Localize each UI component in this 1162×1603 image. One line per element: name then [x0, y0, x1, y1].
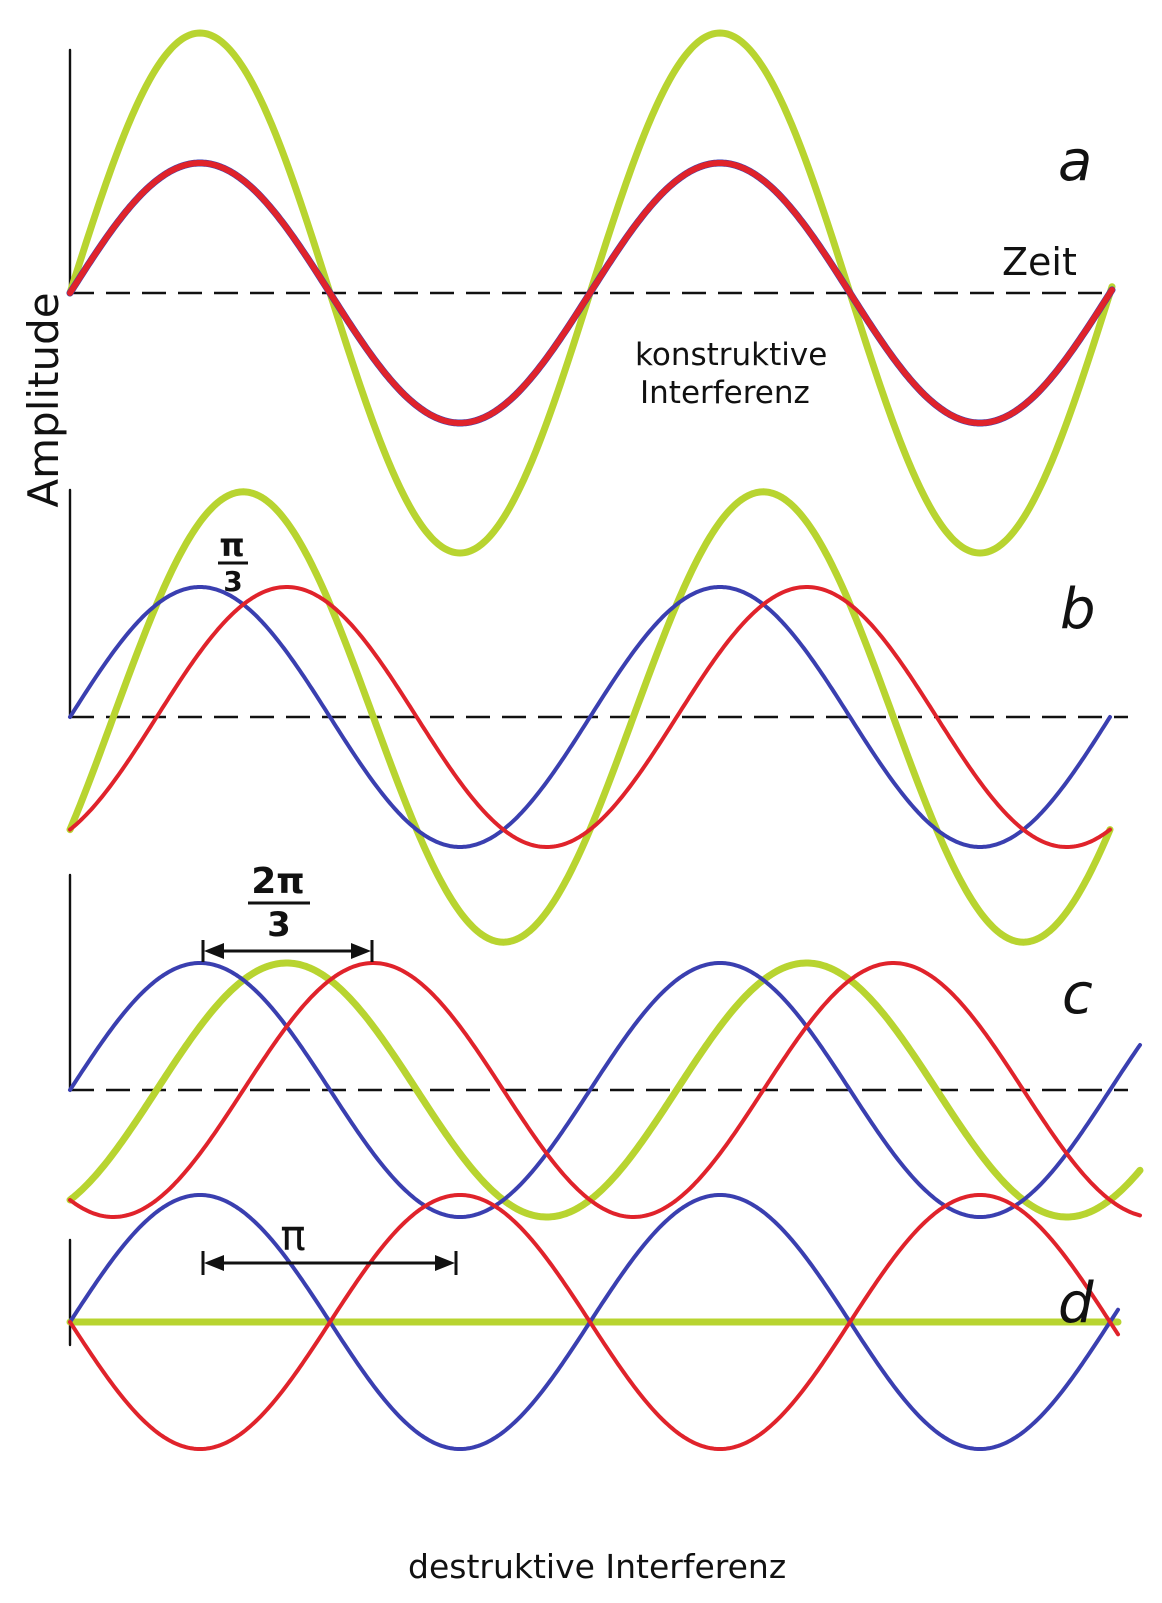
- wave-c-red: [68, 961, 1142, 1219]
- panel-d-waves: [66, 1193, 1122, 1451]
- phase-arrow-2pi-3: [201, 940, 374, 962]
- y-axis-label: Amplitude: [19, 292, 68, 507]
- time-label: Zeit: [1002, 240, 1077, 284]
- wave-a-red: [67, 160, 1115, 426]
- panel-c-waves: [66, 959, 1144, 1221]
- phase-label-pi: π: [280, 1211, 305, 1260]
- phase-label-2pi-3-denominator: 3: [267, 905, 291, 945]
- wave-c-blue: [68, 961, 1142, 1219]
- panel-d: d π destruktive Interferenz: [66, 1193, 1122, 1586]
- wave-d-blue: [68, 1193, 1120, 1451]
- wave-c-green: [66, 959, 1144, 1221]
- phase-label-2pi-3: 2π 3: [248, 861, 310, 945]
- panel-a: a Zeit konstruktive Interferenz: [66, 29, 1116, 557]
- destructive-label: destruktive Interferenz: [408, 1547, 786, 1586]
- panel-b-waves: [66, 488, 1114, 946]
- phase-arrow-pi: [201, 1251, 458, 1275]
- panel-a-letter: a: [1058, 129, 1092, 194]
- phase-label-pi-3-denominator: 3: [223, 565, 242, 598]
- constructive-label-line2: Interferenz: [640, 375, 810, 411]
- panel-b-letter: b: [1060, 577, 1096, 642]
- panel-a-waves: [66, 29, 1116, 557]
- phase-label-pi-3-numerator: π: [219, 526, 244, 564]
- wave-b-red: [68, 585, 1112, 849]
- phase-label-2pi-3-numerator: 2π: [251, 861, 305, 902]
- panel-d-letter: d: [1058, 1271, 1094, 1336]
- panel-b: b π 3: [66, 488, 1128, 946]
- panel-c: c 2π 3: [66, 861, 1144, 1221]
- panel-c-letter: c: [1062, 962, 1093, 1027]
- phase-label-pi-3: π 3: [218, 526, 248, 598]
- constructive-label-line1: konstruktive: [635, 337, 827, 373]
- wave-d-red: [68, 1193, 1120, 1451]
